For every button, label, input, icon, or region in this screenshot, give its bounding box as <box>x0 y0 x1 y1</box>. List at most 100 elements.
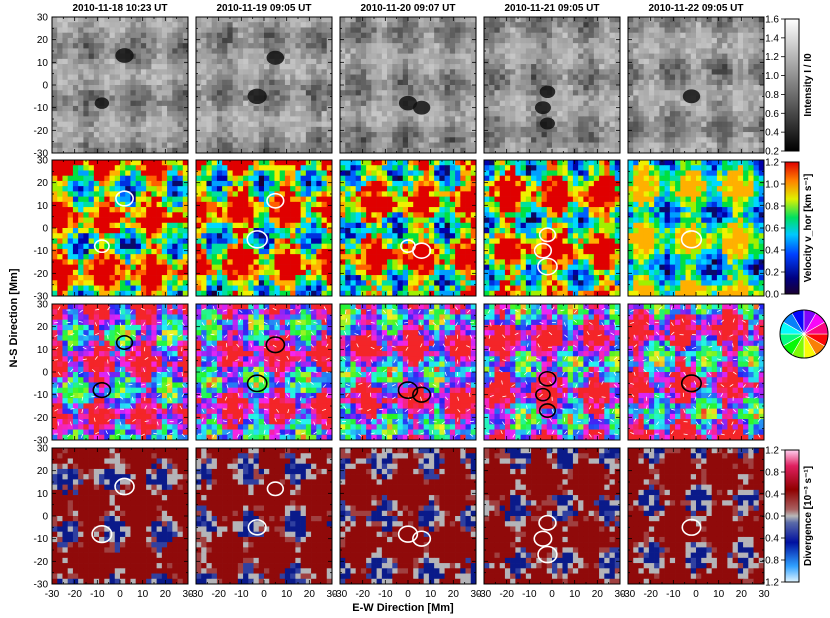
colorbar-tick-label: 1.2 <box>765 446 779 457</box>
y-tick-label: -10 <box>34 390 49 401</box>
sunspot-contour <box>680 374 702 393</box>
y-tick-label: -20 <box>34 126 49 137</box>
y-tick-label: -10 <box>34 103 49 114</box>
intensity-panel <box>483 16 621 154</box>
divergence-panel: -30 -20 -10 0 10 20 30 <box>621 447 770 600</box>
velocity-panel <box>627 159 765 297</box>
sunspot-contour <box>412 386 432 403</box>
x-tick-label: -10 <box>378 589 393 600</box>
sunspot-contour <box>397 381 419 399</box>
colorbar-tick-label: 1.2 <box>765 52 779 63</box>
x-tick-label: -20 <box>67 589 82 600</box>
divergence-panel: -30 -20 -10 0 10 20 30 <box>477 447 626 600</box>
sunspot-mark <box>682 89 701 104</box>
sunspot-contour <box>538 227 557 243</box>
sunspot-contour <box>412 242 432 259</box>
divergence-panel: -30 -20 -10 0 10 20 30 <box>189 447 338 600</box>
colorbar-tick-label: 0.0 <box>765 290 779 301</box>
y-axis-label: N-S Direction [Mm] <box>8 268 20 367</box>
x-tick-label: 30 <box>614 589 626 600</box>
sunspot-contour <box>114 477 135 496</box>
x-tick-label: 0 <box>549 589 555 600</box>
sunspot-contour <box>246 230 268 249</box>
colorbar-tick-label: 1.4 <box>765 33 779 44</box>
y-tick-label: -20 <box>34 269 49 280</box>
sunspot-contour <box>93 239 110 254</box>
sunspot-contour <box>265 336 286 354</box>
direction-panel <box>195 303 333 441</box>
y-tick-label: -20 <box>34 557 49 568</box>
sunspot-mark <box>94 97 110 109</box>
x-tick-label: 20 <box>448 589 460 600</box>
x-tick-label: 20 <box>160 589 172 600</box>
sunspot-mark <box>115 48 134 63</box>
colorbar-tick-label: -0.8 <box>762 556 780 567</box>
direction-panel <box>483 303 621 441</box>
y-tick-label: 30 <box>37 444 49 455</box>
colorbar-gradient <box>784 18 800 152</box>
y-tick-label: -20 <box>34 413 49 424</box>
x-tick-label: -10 <box>666 589 681 600</box>
colorbar-tick-label: -0.0 <box>762 512 780 523</box>
x-tick-label: 0 <box>117 589 123 600</box>
colorbar-tick-label: 1.2 <box>765 158 779 169</box>
divergence-panel: -30 -20 -10 0 10 20 30 <box>333 447 482 600</box>
y-tick-label: 20 <box>37 178 49 189</box>
colorbar-label: Velocity v_hor [km s⁻¹] <box>803 174 814 283</box>
y-tick-label: -30 <box>34 292 49 303</box>
sunspot-contour <box>246 374 268 393</box>
x-tick-label: -20 <box>499 589 514 600</box>
colorbar-tick-label: 0.4 <box>765 490 779 501</box>
x-tick-label: -10 <box>522 589 537 600</box>
direction-panel: 30 20 10 0 -10 -20 -30 <box>34 300 189 447</box>
intensity-panel: 30 20 10 0 -10 -20 -30 <box>34 13 189 160</box>
sunspot-contour <box>538 514 557 531</box>
y-tick-label: 30 <box>37 300 49 311</box>
colorbar-tick-label: -1.2 <box>762 578 780 589</box>
x-tick-label: 10 <box>713 589 725 600</box>
colorbar-tick-label: 0.6 <box>765 224 779 235</box>
divergence-colorbar: 1.2 0.8 0.4 -0.0 -0.4 -0.8 -1.2 Divergence [10⁻… <box>762 446 814 589</box>
sunspot-contour <box>397 525 419 543</box>
colorbar-label: Divergence [10⁻³ s⁻¹] <box>803 466 814 566</box>
sunspot-contour <box>91 525 113 544</box>
sunspot-mark <box>266 50 285 65</box>
velocity-panel <box>195 159 333 297</box>
colorbar-tick-label: 1.0 <box>765 180 779 191</box>
sunspot-mark <box>247 88 267 105</box>
sunspot-contour <box>115 190 134 207</box>
sunspot-contour <box>412 530 432 547</box>
sunspot-contour <box>533 242 553 259</box>
sunspot-contour <box>92 382 112 399</box>
panel-title: 2010-11-21 09:05 UT <box>504 3 599 14</box>
x-tick-label: 20 <box>736 589 748 600</box>
sunspot-mark <box>539 117 555 130</box>
direction-colorbar <box>779 309 829 359</box>
sunspot-contour <box>538 370 557 387</box>
y-tick-label: -30 <box>34 580 49 591</box>
sunspot-contour <box>115 335 134 351</box>
velocity-colorbar: 1.2 1.0 0.8 0.6 0.4 0.2 0.0 Velocity v_hor [km … <box>765 158 814 301</box>
y-tick-label: 0 <box>42 224 48 235</box>
direction-panel <box>627 303 765 441</box>
x-tick-label: 10 <box>425 589 437 600</box>
colorbar-tick-label: -0.4 <box>762 534 780 545</box>
y-tick-label: 0 <box>42 368 48 379</box>
colorbar-tick-label: 1.6 <box>765 15 779 26</box>
y-tick-label: 10 <box>37 58 49 69</box>
x-tick-label: 20 <box>592 589 604 600</box>
sunspot-contour <box>533 530 553 547</box>
x-tick-label: -10 <box>90 589 105 600</box>
velocity-panel: 30 20 10 0 -10 -20 -30 <box>34 156 189 303</box>
sunspot-mark <box>412 100 431 115</box>
sunspot-mark <box>539 85 556 99</box>
x-tick-label: 10 <box>281 589 293 600</box>
velocity-panel <box>339 159 477 297</box>
x-tick-label: 0 <box>693 589 699 600</box>
panel-title: 2010-11-20 09:07 UT <box>360 3 455 14</box>
y-tick-label: -10 <box>34 534 49 545</box>
y-tick-label: 0 <box>42 512 48 523</box>
x-tick-label: -30 <box>621 589 636 600</box>
y-tick-label: 20 <box>37 322 49 333</box>
